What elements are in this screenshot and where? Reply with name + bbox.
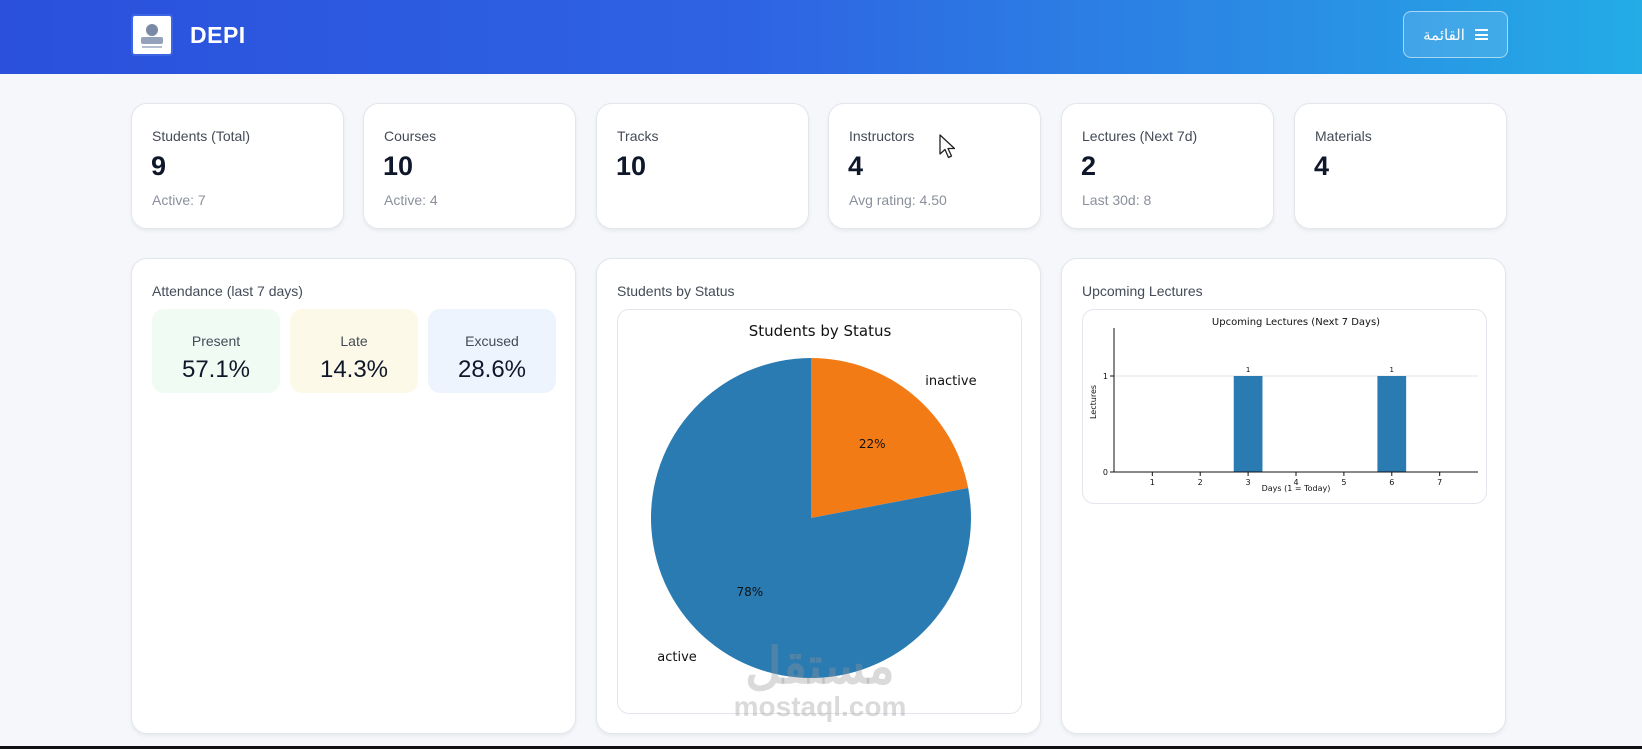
panel-title: Upcoming Lectures (1082, 283, 1203, 299)
bar-chart-ylabel: Lectures (1089, 385, 1098, 419)
stat-label: Tracks (617, 128, 659, 144)
lectures-panel: Upcoming Lectures Upcoming Lectures (Nex… (1061, 258, 1506, 734)
menu-button[interactable]: القائمة (1403, 11, 1508, 58)
stat-value: 4 (1314, 151, 1330, 181)
attendance-label: Excused (465, 333, 519, 349)
bar-chart-title: Upcoming Lectures (Next 7 Days) (1212, 317, 1380, 328)
stat-value: 9 (151, 151, 167, 181)
x-tick-label: 7 (1437, 478, 1442, 487)
attendance-late: Late 14.3% (290, 309, 418, 393)
x-tick-label: 6 (1389, 478, 1394, 487)
stat-label: Courses (384, 128, 437, 144)
stat-label: Lectures (Next 7d) (1082, 128, 1198, 144)
x-tick-label: 2 (1198, 478, 1203, 487)
pie-chart-frame: Students by Status 22% inactive 78% active (617, 309, 1022, 714)
mouse-cursor-icon (939, 134, 956, 159)
bar-chart-xlabel: Days (1 = Today) (1262, 484, 1331, 493)
stat-sub: Last 30d: 8 (1082, 192, 1152, 208)
stat-label: Materials (1315, 128, 1372, 144)
pie-slice-active (651, 358, 971, 678)
stat-card-lectures: Lectures (Next 7d) 2 Last 30d: 8 (1061, 103, 1274, 229)
attendance-label: Late (340, 333, 368, 349)
menu-button-label: القائمة (1423, 26, 1465, 44)
bar-day-3 (1233, 376, 1263, 472)
stat-sub: Active: 7 (152, 192, 206, 208)
logo[interactable] (131, 14, 173, 56)
pie-chart: Students by Status 22% inactive 78% active (651, 322, 977, 678)
bar-chart-frame: Upcoming Lectures (Next 7 Days) Days (1 … (1082, 309, 1487, 504)
watermark: مستقل mostaql.com (720, 640, 920, 722)
stat-sub: Active: 4 (384, 192, 438, 208)
attendance-panel: Attendance (last 7 days) Present 57.1% L… (131, 258, 576, 734)
watermark-latin: mostaql.com (733, 691, 907, 722)
pie-chart-title: Students by Status (749, 322, 892, 340)
attendance-present: Present 57.1% (152, 309, 280, 393)
stat-value: 10 (616, 151, 647, 181)
panel-title: Students by Status (617, 283, 735, 299)
pie-percent-label: 78% (736, 585, 763, 599)
bar-data-label: 1 (1390, 366, 1394, 374)
y-tick-label: 1 (1103, 372, 1108, 381)
logo-person-icon (146, 24, 158, 36)
bar-chart: Upcoming Lectures (Next 7 Days) Days (1 … (1089, 317, 1478, 493)
x-tick-label: 5 (1341, 478, 1346, 487)
pie-percent-label: 22% (859, 437, 886, 451)
hamburger-icon (1474, 29, 1488, 40)
attendance-label: Present (191, 333, 241, 349)
stat-card-tracks: Tracks 10 (596, 103, 809, 229)
stat-label: Students (Total) (152, 128, 251, 144)
panel-title: Attendance (last 7 days) (152, 283, 303, 299)
stat-value: 2 (1081, 151, 1097, 181)
attendance-value: 57.1% (181, 356, 251, 383)
pie-category-label: active (657, 650, 697, 665)
pie-category-label: inactive (925, 374, 976, 389)
pie-slice-inactive (811, 358, 969, 518)
bar-day-6 (1377, 376, 1407, 472)
stat-card-instructors: Instructors 4 Avg rating: 4.50 (828, 103, 1041, 229)
stat-card-materials: Materials 4 (1294, 103, 1507, 229)
stat-sub: Avg rating: 4.50 (849, 192, 947, 208)
stat-card-students: Students (Total) 9 Active: 7 (131, 103, 344, 229)
y-tick-label: 0 (1103, 468, 1108, 477)
x-tick-label: 1 (1150, 478, 1155, 487)
attendance-value: 14.3% (319, 356, 389, 383)
stat-value: 10 (383, 151, 414, 181)
stat-value: 4 (848, 151, 864, 181)
top-bar: DEPI القائمة (0, 0, 1642, 74)
stat-label: Instructors (849, 128, 915, 144)
x-tick-label: 3 (1246, 478, 1251, 487)
status-panel: Students by Status Students by Status 22… (596, 258, 1041, 734)
attendance-excused: Excused 28.6% (428, 309, 556, 393)
stat-card-courses: Courses 10 Active: 4 (363, 103, 576, 229)
brand-name[interactable]: DEPI (190, 22, 246, 48)
attendance-value: 28.6% (457, 356, 527, 383)
watermark-arabic: مستقل (745, 638, 895, 694)
x-tick-label: 4 (1293, 478, 1298, 487)
bar-data-label: 1 (1246, 366, 1250, 374)
